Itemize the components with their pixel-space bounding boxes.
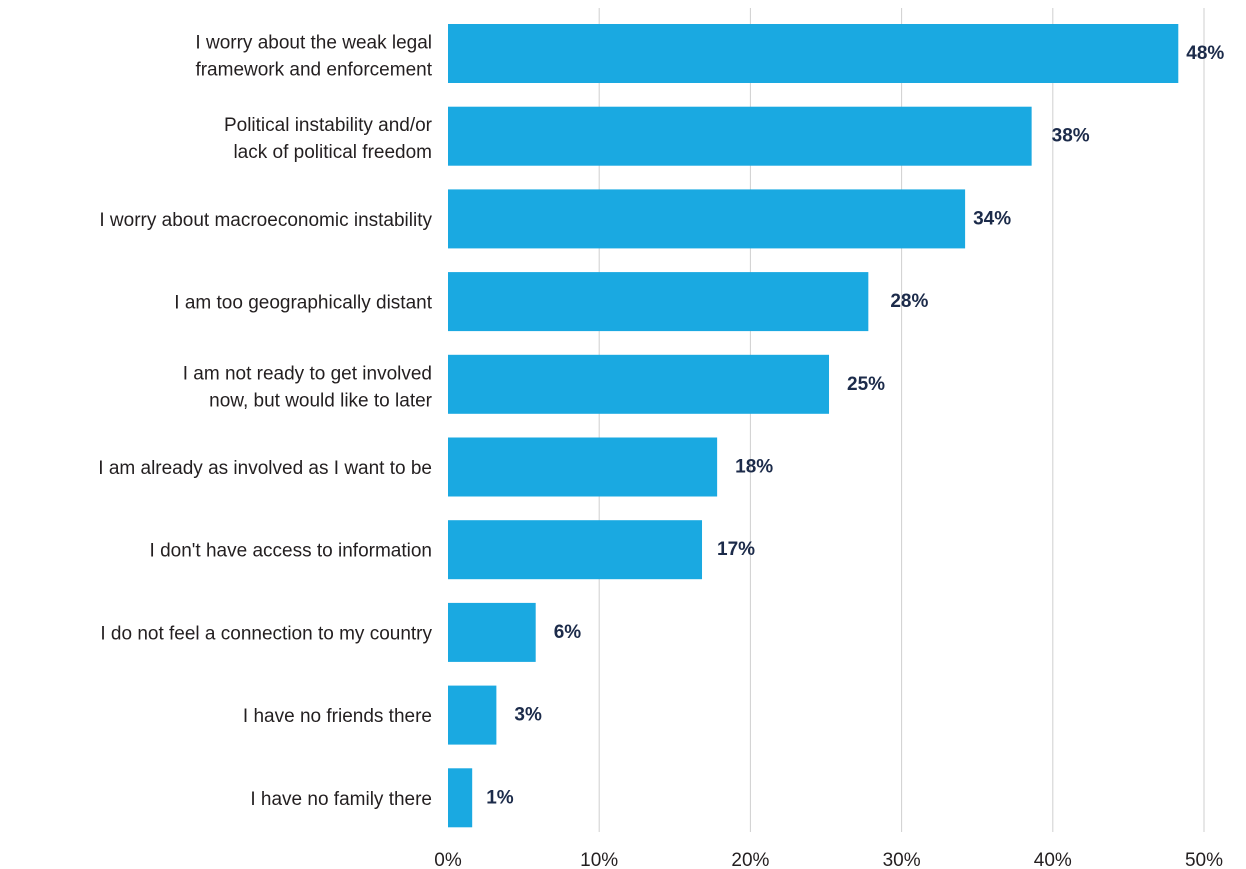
- bar: [448, 685, 497, 745]
- value-label: 6%: [554, 622, 582, 643]
- value-label: 25%: [847, 374, 885, 395]
- category-label: I am already as involved as I want to be: [98, 458, 432, 479]
- value-labels: 48% 38% 34% 28% 25% 18% 17% 6% 3% 1%: [486, 43, 1224, 808]
- bar: [448, 354, 830, 414]
- x-tick-label: 40%: [1034, 850, 1072, 869]
- x-tick-label: 0%: [434, 850, 462, 869]
- category-label: I worry about the weak legal framework an…: [195, 33, 432, 81]
- value-label: 28%: [890, 291, 928, 312]
- x-tick-label: 20%: [731, 850, 769, 869]
- category-label: I don't have access to information: [150, 541, 432, 562]
- value-label: 34%: [973, 208, 1011, 229]
- bar: [448, 768, 473, 828]
- category-label: I have no friends there: [243, 706, 432, 727]
- bar: [448, 437, 718, 497]
- bar: [448, 272, 869, 332]
- x-axis-tick-labels: 0% 10% 20% 30% 40% 50%: [434, 850, 1223, 869]
- bar: [448, 602, 536, 662]
- bar: [448, 520, 703, 580]
- category-label: Political instability and/or lack of poli…: [224, 115, 433, 163]
- category-label: I am too geographically distant: [174, 293, 432, 314]
- value-label: 17%: [717, 539, 755, 560]
- category-label: I am not ready to get involved now, but w…: [183, 363, 433, 411]
- value-label: 3%: [514, 705, 542, 726]
- category-label: I have no family there: [250, 789, 432, 810]
- category-labels: I worry about the weak legal framework an…: [98, 33, 432, 810]
- bars: [448, 24, 1179, 828]
- value-label: 1%: [486, 787, 514, 808]
- bar: [448, 24, 1179, 83]
- x-tick-label: 30%: [883, 850, 921, 869]
- value-label: 18%: [735, 457, 773, 478]
- x-tick-label: 10%: [580, 850, 618, 869]
- bar: [448, 106, 1032, 166]
- value-label: 38%: [1052, 126, 1090, 147]
- x-tick-label: 50%: [1185, 850, 1223, 869]
- category-label: I worry about macroeconomic instability: [99, 210, 432, 231]
- category-label: I do not feel a connection to my country: [100, 623, 432, 644]
- bar: [448, 189, 966, 249]
- value-label: 48%: [1186, 43, 1224, 64]
